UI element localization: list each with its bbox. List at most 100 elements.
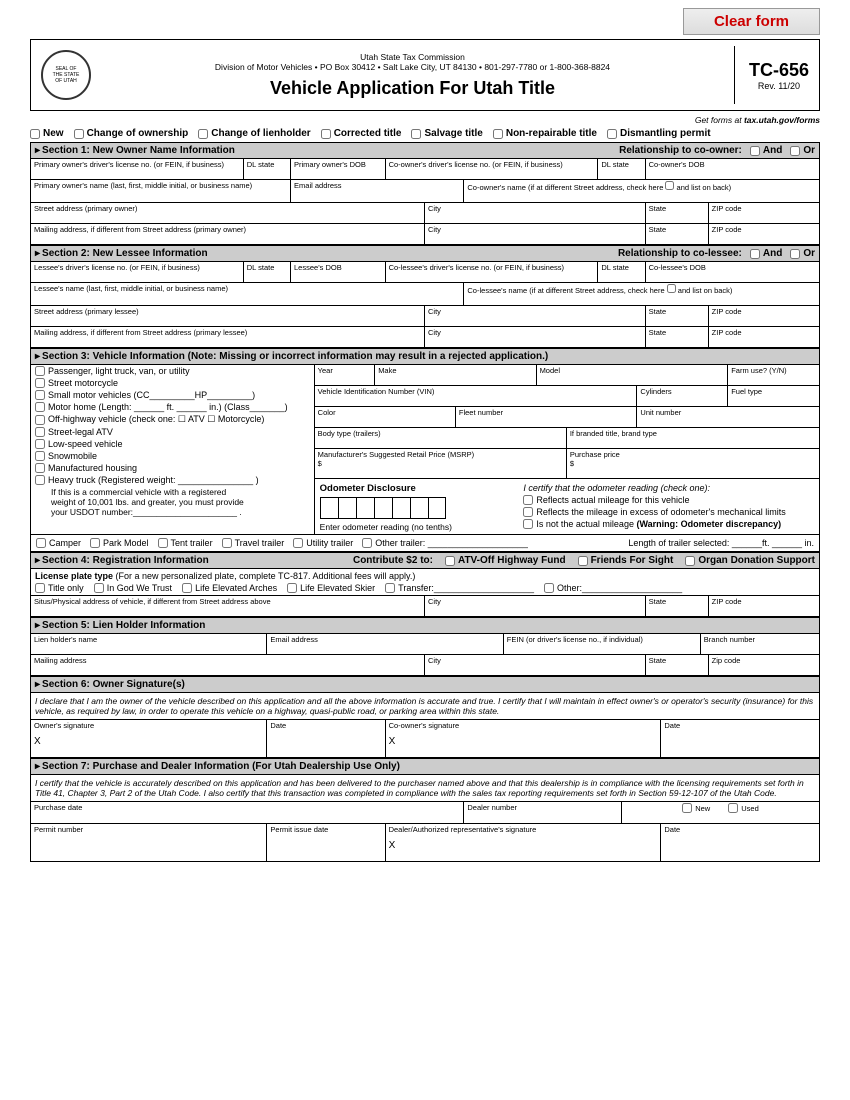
s5-city[interactable]: City	[425, 655, 646, 675]
s7-dsig[interactable]: Dealer/Authorized representative's signa…	[386, 824, 662, 861]
chk-dismantling-permit[interactable]: Dismantling permit	[607, 128, 711, 139]
s2-zip[interactable]: ZIP code	[709, 306, 819, 326]
s4-situs[interactable]: Situs/Physical address of vehicle, if di…	[31, 596, 425, 616]
trailer-camper[interactable]: Camper	[36, 538, 81, 548]
odo-actual[interactable]: Reflects actual mileage for this vehicle	[523, 495, 814, 505]
s7-permit[interactable]: Permit number	[31, 824, 267, 861]
s7-ddate[interactable]: Date	[661, 824, 819, 861]
vtype-streetatv[interactable]: Street-legal ATV	[35, 427, 310, 437]
s1-mzip[interactable]: ZIP code	[709, 224, 819, 244]
s3-price[interactable]: Purchase price$	[567, 449, 819, 478]
contrib-atv[interactable]: ATV-Off Highway Fund	[445, 555, 566, 566]
s3-year[interactable]: Year	[315, 365, 376, 385]
s3-unit[interactable]: Unit number	[637, 407, 819, 427]
vtype-lowspeed[interactable]: Low-speed vehicle	[35, 439, 310, 449]
s3-farm[interactable]: Farm use? (Y/N)	[728, 365, 819, 385]
odo-boxes[interactable]	[320, 497, 514, 519]
plate-titleonly[interactable]: Title only	[35, 583, 84, 593]
s2-state[interactable]: State	[646, 306, 709, 326]
s1-codl[interactable]: Co-owner's driver's license no. (or FEIN…	[386, 159, 599, 179]
s3-msrp[interactable]: Manufacturer's Suggested Retail Price (M…	[315, 449, 567, 478]
s1-codlstate[interactable]: DL state	[598, 159, 645, 179]
vtype-snowmobile[interactable]: Snowmobile	[35, 451, 310, 461]
s2-or[interactable]: Or	[790, 248, 815, 259]
vtype-motorhome[interactable]: Motor home (Length: ______ ft. ______ in…	[35, 402, 310, 412]
s2-coname[interactable]: Co-lessee's name (if at different Street…	[464, 283, 819, 305]
s5-mailing[interactable]: Mailing address	[31, 655, 425, 675]
s1-zip[interactable]: ZIP code	[709, 203, 819, 223]
s3-make[interactable]: Make	[375, 365, 536, 385]
s4-city[interactable]: City	[425, 596, 646, 616]
vtype-heavytruck[interactable]: Heavy truck (Registered weight: ________…	[35, 475, 310, 485]
s6-cosig[interactable]: Co-owner's signatureX	[386, 720, 662, 757]
s1-mcity[interactable]: City	[425, 224, 646, 244]
s1-or[interactable]: Or	[790, 145, 815, 156]
s1-dob[interactable]: Primary owner's DOB	[291, 159, 386, 179]
plate-ingod[interactable]: In God We Trust	[94, 583, 172, 593]
trailer-tent[interactable]: Tent trailer	[158, 538, 213, 548]
plate-other[interactable]: Other:____________________	[544, 583, 682, 593]
s6-codate[interactable]: Date	[661, 720, 819, 757]
s3-cyl[interactable]: Cylinders	[637, 386, 728, 406]
s5-email[interactable]: Email address	[267, 634, 503, 654]
trailer-other[interactable]: Other trailer: ____________________	[362, 538, 528, 548]
s1-state[interactable]: State	[646, 203, 709, 223]
s6-sig[interactable]: Owner's signatureX	[31, 720, 267, 757]
chk-nonrepairable-title[interactable]: Non-repairable title	[493, 128, 597, 139]
s5-zip[interactable]: Zip code	[709, 655, 819, 675]
s1-city[interactable]: City	[425, 203, 646, 223]
s2-dl[interactable]: Lessee's driver's license no. (or FEIN, …	[31, 262, 244, 282]
s7-new[interactable]: New	[682, 803, 710, 813]
s2-codlstate[interactable]: DL state	[598, 262, 645, 282]
plate-transfer[interactable]: Transfer:____________________	[385, 583, 534, 593]
plate-arches[interactable]: Life Elevated Arches	[182, 583, 277, 593]
s2-name[interactable]: Lessee's name (last, first, middle initi…	[31, 283, 464, 305]
s1-dlstate[interactable]: DL state	[244, 159, 291, 179]
s7-pdate[interactable]: Purchase date	[31, 802, 464, 823]
s1-and[interactable]: And	[750, 145, 782, 156]
s2-mstate[interactable]: State	[646, 327, 709, 347]
s2-dlstate[interactable]: DL state	[244, 262, 291, 282]
vtype-smallmotor[interactable]: Small motor vehicles (CC_________HP_____…	[35, 390, 310, 400]
s6-date[interactable]: Date	[267, 720, 385, 757]
s1-codob[interactable]: Co-owner's DOB	[646, 159, 741, 179]
chk-change-ownership[interactable]: Change of ownership	[74, 128, 189, 139]
plate-skier[interactable]: Life Elevated Skier	[287, 583, 375, 593]
s7-used[interactable]: Used	[728, 803, 759, 813]
s3-fuel[interactable]: Fuel type	[728, 386, 819, 406]
s7-dealer[interactable]: Dealer number	[464, 802, 622, 823]
s2-city[interactable]: City	[425, 306, 646, 326]
s2-codl[interactable]: Co-lessee's driver's license no. (or FEI…	[386, 262, 599, 282]
s2-codob[interactable]: Co-lessee's DOB	[646, 262, 741, 282]
odo-notactual[interactable]: Is not the actual mileage (Warning: Odom…	[523, 519, 814, 529]
s5-name[interactable]: Lien holder's name	[31, 634, 267, 654]
s5-branch[interactable]: Branch number	[701, 634, 819, 654]
trailer-utility[interactable]: Utility trailer	[293, 538, 353, 548]
s4-zip[interactable]: ZIP code	[709, 596, 819, 616]
clear-form-button[interactable]: Clear form	[683, 8, 820, 35]
s1-coname[interactable]: Co-owner's name (if at different Street …	[464, 180, 819, 202]
s4-state[interactable]: State	[646, 596, 709, 616]
s3-body[interactable]: Body type (trailers)	[315, 428, 567, 448]
s5-fein[interactable]: FEIN (or driver's license no., if indivi…	[504, 634, 701, 654]
s2-and[interactable]: And	[750, 248, 782, 259]
s2-street[interactable]: Street address (primary lessee)	[31, 306, 425, 326]
odo-excess[interactable]: Reflects the mileage in excess of odomet…	[523, 507, 814, 517]
s2-mailing[interactable]: Mailing address, if different from Stree…	[31, 327, 425, 347]
contrib-friends[interactable]: Friends For Sight	[578, 555, 674, 566]
s3-fleet[interactable]: Fleet number	[456, 407, 638, 427]
s3-brand[interactable]: If branded title, brand type	[567, 428, 819, 448]
s2-dob[interactable]: Lessee's DOB	[291, 262, 386, 282]
chk-corrected-title[interactable]: Corrected title	[321, 128, 402, 139]
vtype-mfghousing[interactable]: Manufactured housing	[35, 463, 310, 473]
s5-state[interactable]: State	[646, 655, 709, 675]
s1-name[interactable]: Primary owner's name (last, first, middl…	[31, 180, 291, 202]
trailer-park[interactable]: Park Model	[90, 538, 149, 548]
chk-new[interactable]: New	[30, 128, 64, 139]
vtype-offhwy[interactable]: Off-highway vehicle (check one: ☐ ATV ☐ …	[35, 414, 310, 425]
s1-email[interactable]: Email address	[291, 180, 464, 202]
s1-mailing[interactable]: Mailing address, if different from Stree…	[31, 224, 425, 244]
s3-model[interactable]: Model	[537, 365, 729, 385]
s3-color[interactable]: Color	[315, 407, 456, 427]
chk-salvage-title[interactable]: Salvage title	[411, 128, 482, 139]
